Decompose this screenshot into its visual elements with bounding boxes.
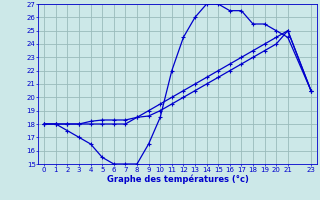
- X-axis label: Graphe des températures (°c): Graphe des températures (°c): [107, 174, 249, 184]
